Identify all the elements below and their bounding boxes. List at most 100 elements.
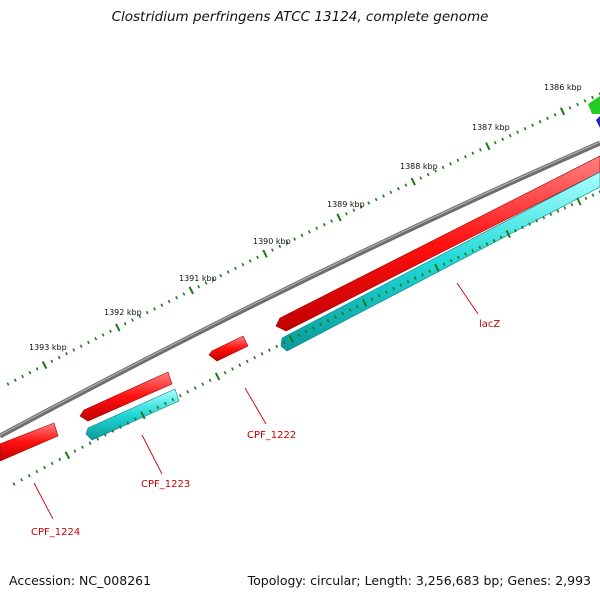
ruler-minor-tick <box>535 219 539 223</box>
ruler-minor-tick <box>449 162 452 166</box>
gene-bar-CPF_1223[interactable] <box>79 371 173 422</box>
ruler-major-tick <box>434 263 440 272</box>
ruler-minor-tick <box>326 319 330 323</box>
ruler-minor-tick <box>330 219 333 223</box>
ruler-major-tick <box>559 107 566 116</box>
ruler-minor-tick <box>546 116 549 120</box>
ruler-minor-tick <box>308 230 311 234</box>
genome-backbone <box>0 140 600 439</box>
ruler-minor-tick <box>171 397 175 402</box>
ruler-minor-tick <box>315 226 319 230</box>
gene-green-partial[interactable] <box>588 96 600 114</box>
ruler-minor-tick <box>231 367 234 371</box>
gene-label-CPF_1223[interactable]: CPF_1223 <box>141 479 190 490</box>
ruler-minor-tick <box>204 281 208 285</box>
ruler-minor-tick <box>348 308 352 312</box>
ruler-minor-tick <box>508 134 512 138</box>
ruler-minor-tick <box>81 445 84 449</box>
tick-label-1391: 1391 kbp <box>179 274 217 283</box>
ruler-minor-tick <box>73 449 77 453</box>
gene-blue-partial[interactable] <box>596 116 600 128</box>
ruler-minor-tick <box>278 244 282 249</box>
gene-bar-CPF_1222[interactable] <box>208 335 249 362</box>
ruler-minor-tick <box>65 352 68 356</box>
ruler-minor-tick <box>538 120 542 124</box>
ruler-minor-tick <box>528 222 531 226</box>
ruler-minor-tick <box>370 297 374 301</box>
ruler-minor-tick <box>253 355 257 360</box>
ruler-minor-tick <box>79 344 83 348</box>
ruler-minor-tick <box>87 340 90 345</box>
ruler-minor-tick <box>406 279 410 284</box>
ruler-minor-tick <box>138 314 142 319</box>
ruler-minor-tick <box>211 277 215 282</box>
ruler-minor-tick <box>282 341 286 345</box>
gene-label-CPF_1222[interactable]: CPF_1222 <box>247 430 296 441</box>
cds-bar-lacZ[interactable] <box>280 171 600 352</box>
ruler-minor-tick <box>471 151 475 155</box>
ruler-minor-tick <box>223 371 227 375</box>
ruler-major-tick <box>361 298 368 307</box>
tick-label-1388: 1388 kbp <box>400 162 438 171</box>
ruler-minor-tick <box>285 241 289 245</box>
ruler-minor-tick <box>193 386 197 390</box>
tick-label-1390: 1390 kbp <box>253 237 291 246</box>
ruler-minor-tick <box>499 235 503 240</box>
ruler-minor-tick <box>94 337 98 341</box>
ruler-minor-tick <box>27 474 31 478</box>
ruler-minor-tick <box>514 229 517 233</box>
gene-bar-CPF_1224[interactable] <box>0 422 59 462</box>
ruler-major-tick <box>485 142 491 151</box>
ruler-minor-tick <box>248 259 252 263</box>
ruler-minor-tick <box>145 310 149 315</box>
ruler-minor-tick <box>478 245 482 250</box>
ruler-minor-tick <box>28 370 32 375</box>
ruler-minor-tick <box>549 212 553 217</box>
ruler-minor-tick <box>493 141 497 145</box>
ruler-minor-tick <box>35 367 39 371</box>
ruler-minor-tick <box>109 329 112 333</box>
ruler-major-tick <box>576 197 582 206</box>
map-title: Clostridium perfringens ATCC 13124, comp… <box>111 9 489 25</box>
ruler-minor-tick <box>153 307 156 311</box>
ruler-minor-tick <box>43 465 46 470</box>
ruler-minor-tick <box>568 106 572 110</box>
ruler-major-tick <box>288 334 295 344</box>
ruler-minor-tick <box>392 286 395 291</box>
ruler-minor-tick <box>156 405 160 410</box>
ruler-minor-tick <box>234 266 237 271</box>
ruler-minor-tick <box>57 355 61 360</box>
ruler-minor-tick <box>553 113 557 117</box>
ruler-minor-tick <box>485 242 489 246</box>
gene-label-lacZ[interactable]: lacZ <box>479 319 500 330</box>
ruler-minor-tick <box>419 176 423 180</box>
ruler-minor-tick <box>186 390 190 394</box>
ruler-major-tick <box>115 323 121 332</box>
inner-ruler-ticks <box>12 190 600 486</box>
label-leaders <box>33 282 479 520</box>
ruler-minor-tick <box>355 304 359 309</box>
ruler-minor-tick <box>175 296 178 300</box>
ruler-minor-tick <box>421 272 424 277</box>
ruler-minor-tick <box>404 183 408 187</box>
ruler-labels: 1386 kbp 1387 kbp 1388 kbp 1389 kbp 1390… <box>29 83 582 352</box>
tick-label-1387: 1387 kbp <box>472 123 510 132</box>
ruler-minor-tick <box>591 95 594 100</box>
accession-text: Accession: NC_008261 <box>9 573 152 588</box>
ruler-minor-tick <box>384 290 388 294</box>
ruler-minor-tick <box>20 478 24 482</box>
ruler-minor-tick <box>226 270 230 274</box>
gene-label-CPF_1224[interactable]: CPF_1224 <box>31 527 80 538</box>
ruler-minor-tick <box>50 461 54 466</box>
ruler-minor-tick <box>345 212 348 216</box>
ruler-minor-tick <box>374 197 378 202</box>
ruler-minor-tick <box>219 273 223 278</box>
tick-label-1393: 1393 kbp <box>29 343 67 352</box>
gene-bar-lacZ[interactable] <box>275 155 600 332</box>
ruler-minor-tick <box>300 233 304 238</box>
ruler-minor-tick <box>268 348 271 352</box>
genome-summary: Topology: circular; Length: 3,256,683 bp… <box>247 573 591 588</box>
ruler-minor-tick <box>389 190 393 195</box>
ruler-minor-tick <box>563 206 567 210</box>
